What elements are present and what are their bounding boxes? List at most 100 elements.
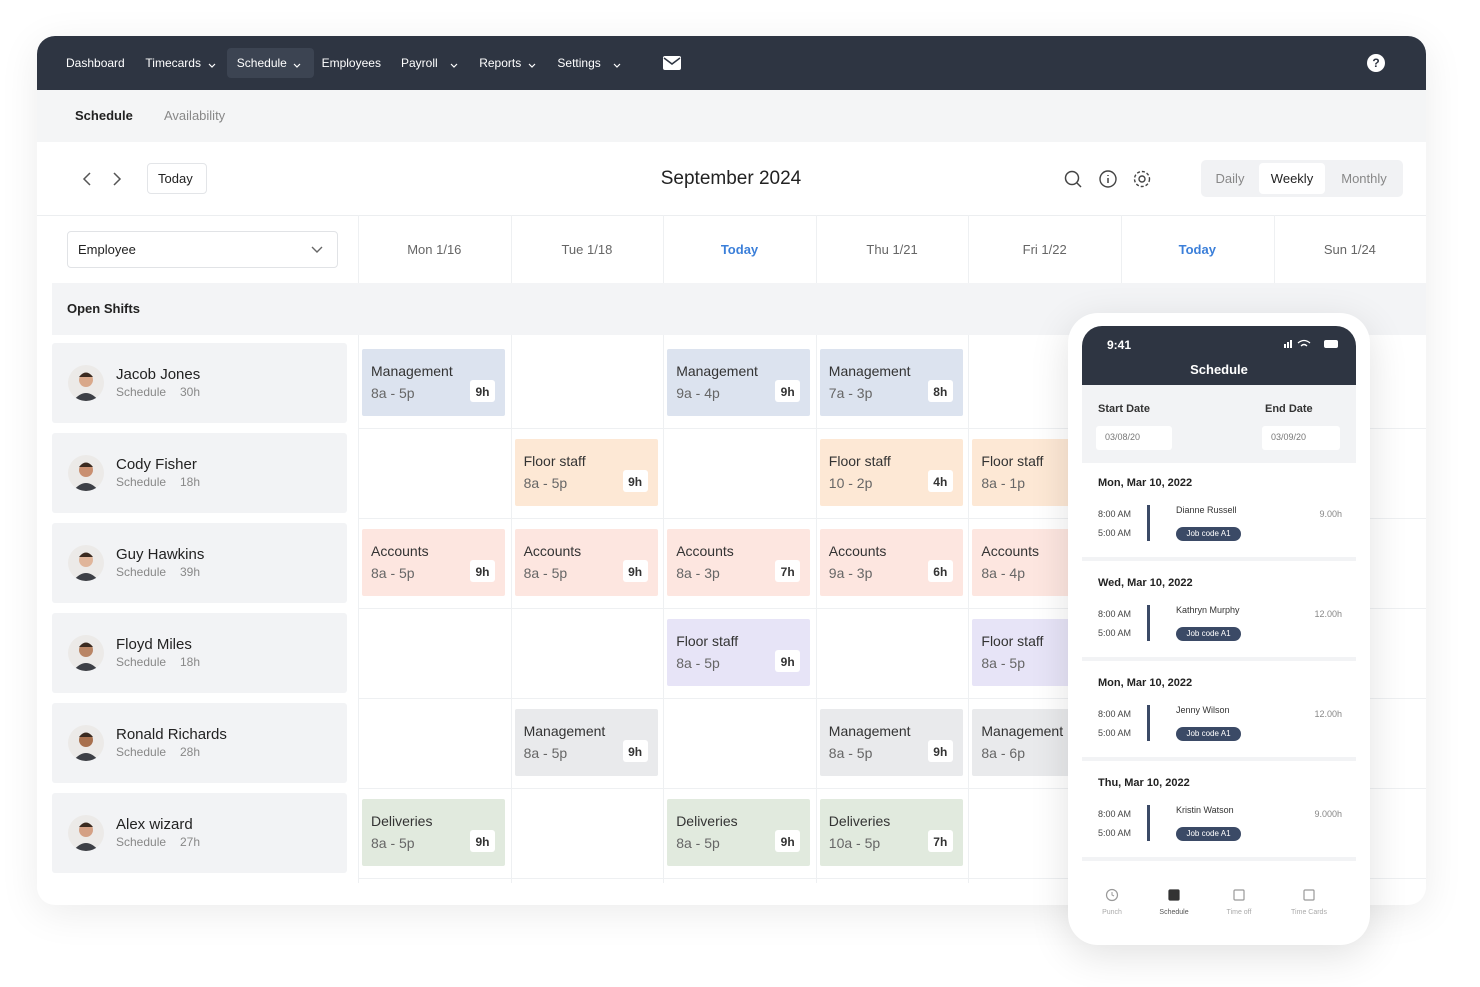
shift-time: 8a - 5p	[523, 745, 568, 761]
tab-label[interactable]: Schedule	[1159, 909, 1189, 916]
nav-chevron	[527, 58, 537, 68]
shift-time: 8a - 1p	[981, 475, 1025, 491]
nav-chevron	[449, 58, 459, 68]
view-option[interactable]: Daily	[1203, 163, 1257, 194]
shift-card[interactable]: Deliveries 8a - 5p 9h	[362, 799, 505, 866]
tab-icon[interactable]	[1167, 888, 1181, 902]
employee-sub: Schedule	[116, 835, 167, 849]
search-icon[interactable]	[1063, 169, 1083, 189]
info-icon[interactable]	[1098, 169, 1118, 189]
shift-role: Accounts	[676, 543, 734, 559]
start-input[interactable]: 03/08/20	[1096, 426, 1172, 450]
employee-name: Guy Hawkins	[116, 546, 205, 563]
today-label: Today	[158, 171, 193, 186]
shift-time: 8a - 3p	[676, 565, 720, 581]
entry-date: Mon, Mar 10, 2022	[1098, 477, 1193, 489]
shift-role: Management	[828, 723, 911, 739]
employee-name: Floyd Miles	[116, 636, 192, 653]
view-option[interactable]: Weekly	[1259, 163, 1325, 194]
shift-time: 9a - 4p	[676, 385, 720, 401]
tab-icon[interactable]	[1105, 888, 1119, 902]
entry-end: 5:00 AM	[1098, 528, 1132, 538]
entry-date: Wed, Mar 10, 2022	[1098, 577, 1193, 589]
tab-icon-glyph	[1303, 889, 1315, 901]
status-icons	[1284, 337, 1344, 349]
column-divider	[968, 215, 970, 883]
shift-hours: 9h	[475, 835, 490, 849]
end-input[interactable]: 03/09/20	[1262, 426, 1340, 450]
employee-sub: Schedule	[116, 475, 167, 489]
tab[interactable]: Schedule	[75, 108, 133, 123]
tab-label[interactable]: Time Cards	[1291, 909, 1327, 916]
employee-filter[interactable]	[67, 231, 338, 268]
employee-total: 39h	[180, 565, 201, 579]
mail-icon-glyph	[663, 56, 681, 70]
tab[interactable]: Availability	[164, 108, 226, 123]
nav-item[interactable]: Timecards	[145, 56, 201, 70]
shift-role: Management	[828, 363, 911, 379]
shift-hours: 9h	[475, 385, 490, 399]
avatar-glyph	[73, 822, 99, 851]
shift-role: Accounts	[523, 543, 582, 559]
entry-bar	[1147, 605, 1150, 641]
next-button[interactable]	[110, 171, 124, 187]
nav-chevron	[207, 58, 217, 68]
entry-start: 8:00 AM	[1098, 809, 1132, 819]
shift-hours: 9h	[780, 655, 795, 669]
tab-icon[interactable]	[1302, 888, 1316, 902]
shift-time: 8a - 5p	[523, 565, 568, 581]
shift-card[interactable]: Floor staff 8a - 5p 9h	[667, 619, 811, 686]
entry-start: 8:00 AM	[1098, 509, 1132, 519]
phone-filter	[1082, 385, 1356, 463]
mail-icon[interactable]	[662, 55, 682, 71]
tab-label[interactable]: Punch	[1102, 909, 1122, 916]
hours-badge: 4h	[927, 470, 953, 492]
shift-card[interactable]: Accounts 8a - 3p 7h	[667, 529, 811, 596]
entry-date: Mon, Mar 10, 2022	[1098, 677, 1193, 689]
shift-card[interactable]: Deliveries 8a - 5p 9h	[667, 799, 811, 866]
settings-icon-glyph	[1133, 170, 1151, 188]
shift-card[interactable]: Floor staff 10 - 2p 4h	[819, 439, 963, 506]
shift-card[interactable]: Management 8a - 5p 9h	[362, 349, 505, 416]
shift-card[interactable]: Management 7a - 3p 8h	[819, 349, 963, 416]
nav-item[interactable]: Schedule	[236, 56, 287, 70]
avatar-glyph	[73, 372, 99, 401]
today-button[interactable]	[147, 163, 207, 194]
avatar	[68, 365, 104, 401]
shift-card[interactable]: Management 8a - 5p 9h	[514, 709, 658, 776]
shift-card[interactable]: Accounts 8a - 5p 9h	[514, 529, 658, 596]
tab-icon[interactable]	[1232, 888, 1246, 902]
hours-badge: 7h	[927, 830, 953, 852]
column-divider	[358, 215, 359, 883]
prev-button[interactable]	[80, 171, 94, 187]
nav-item[interactable]: Dashboard	[66, 56, 125, 70]
view-label: Weekly	[1270, 171, 1314, 186]
shift-role: Accounts	[828, 543, 887, 559]
nav-item[interactable]: Employees	[321, 56, 381, 70]
settings-icon[interactable]	[1132, 169, 1152, 189]
shift-time: 9a - 3p	[828, 565, 873, 581]
shift-hours: 9h	[475, 565, 490, 579]
shift-card[interactable]: Deliveries 10a - 5p 7h	[819, 799, 963, 866]
hours-badge: 7h	[775, 560, 801, 582]
nav-chevron	[292, 58, 302, 68]
shift-card[interactable]: Management 8a - 5p 9h	[819, 709, 963, 776]
entry-end: 5:00 AM	[1098, 728, 1132, 738]
help-icon[interactable]: ?	[1366, 53, 1386, 73]
shift-hours: 7h	[780, 565, 795, 579]
shift-card[interactable]: Management 9a - 4p 9h	[667, 349, 811, 416]
nav-item[interactable]: Settings	[557, 56, 601, 70]
view-option[interactable]: Monthly	[1327, 163, 1401, 194]
help-icon-glyph: ?	[1367, 54, 1385, 72]
shift-card[interactable]: Accounts 8a - 5p 9h	[362, 529, 505, 596]
shift-card[interactable]: Accounts 9a - 3p 6h	[819, 529, 963, 596]
entry-divider	[1082, 657, 1356, 661]
column-divider	[815, 215, 817, 883]
day-header: Today	[1178, 242, 1216, 257]
nav-item[interactable]: Payroll	[401, 56, 438, 70]
entry-start: 8:00 AM	[1098, 609, 1132, 619]
nav-item[interactable]: Reports	[479, 56, 522, 70]
tab-label[interactable]: Time off	[1226, 909, 1252, 916]
shift-card[interactable]: Floor staff 8a - 5p 9h	[514, 439, 658, 506]
